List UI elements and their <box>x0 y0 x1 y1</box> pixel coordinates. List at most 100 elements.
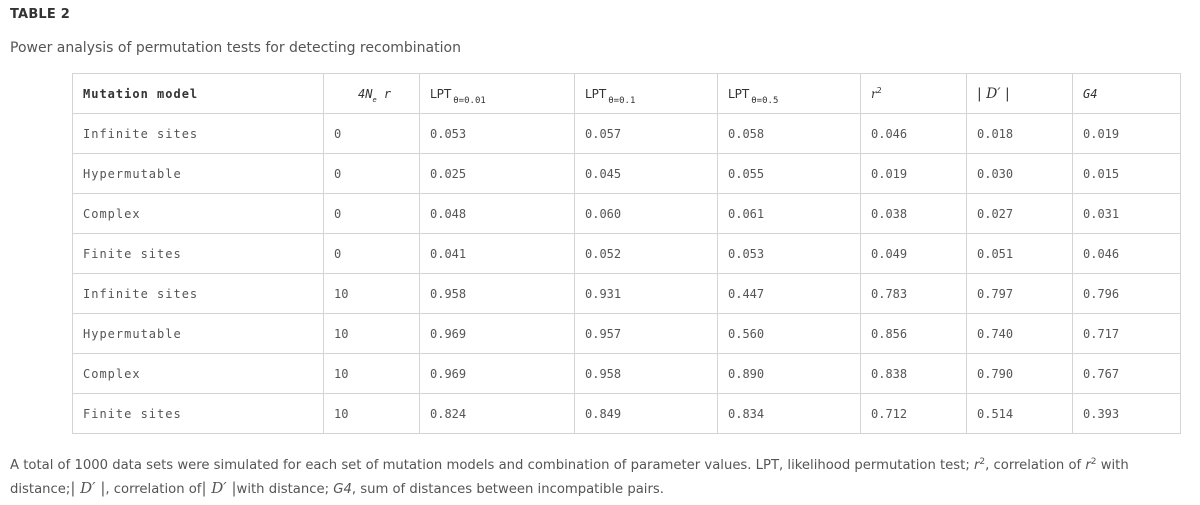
cell-d-prime: 0.030 <box>966 153 1073 194</box>
cell-lpt-001: 0.969 <box>419 313 575 354</box>
footnote-part-2: , correlation of <box>985 458 1086 473</box>
cell-4ner: 0 <box>323 193 420 234</box>
cell-g4: 0.717 <box>1072 313 1181 354</box>
cell-r-squared: 0.783 <box>860 273 967 314</box>
table-row: Hypermutable 0 0.025 0.045 0.055 0.019 0.030 0.… <box>72 153 1181 194</box>
cell-lpt-05: 0.560 <box>717 313 861 354</box>
cell-4ner: 0 <box>323 233 420 274</box>
cell-r-squared: 0.838 <box>860 353 967 394</box>
cell-mutation-model: Infinite sites <box>72 273 324 314</box>
footnote-sq-2: 2 <box>1090 457 1097 467</box>
table-caption: Power analysis of permutation tests for … <box>10 40 461 56</box>
cell-mutation-model: Finite sites <box>72 233 324 274</box>
cell-r-squared: 0.049 <box>860 233 967 274</box>
header-lpt-01-label: LPT <box>585 86 607 101</box>
cell-r-squared: 0.856 <box>860 313 967 354</box>
cell-g4: 0.019 <box>1072 113 1181 154</box>
cell-g4: 0.767 <box>1072 353 1181 394</box>
header-r-exponent: 2 <box>876 85 882 95</box>
table-row: Infinite sites 10 0.958 0.931 0.447 0.783 0.79… <box>72 273 1181 314</box>
header-g4: G4 <box>1072 73 1181 114</box>
footnote-dprime-2: | D′ | <box>201 479 237 497</box>
cell-mutation-model: Infinite sites <box>72 113 324 154</box>
cell-d-prime: 0.018 <box>966 113 1073 154</box>
footnote-part-5: with distance; <box>236 482 334 497</box>
cell-lpt-001: 0.053 <box>419 113 575 154</box>
header-lpt-05: LPT θ=0.5 <box>717 73 861 114</box>
cell-d-prime: 0.797 <box>966 273 1073 314</box>
cell-lpt-05: 0.447 <box>717 273 861 314</box>
cell-lpt-05: 0.053 <box>717 233 861 274</box>
footnote-part-3: with distance; <box>10 458 1129 497</box>
footnote-dprime-1: | D′ | <box>70 479 106 497</box>
cell-d-prime: 0.051 <box>966 233 1073 274</box>
header-r-base: r <box>871 86 877 101</box>
cell-r-squared: 0.046 <box>860 113 967 154</box>
cell-4ner: 0 <box>323 113 420 154</box>
header-lpt-001-label: LPT <box>430 86 452 101</box>
header-d-prime-label: | D′ | <box>977 85 1010 102</box>
cell-lpt-01: 0.957 <box>574 313 718 354</box>
cell-lpt-001: 0.969 <box>419 353 575 394</box>
cell-mutation-model: Hypermutable <box>72 313 324 354</box>
cell-mutation-model: Finite sites <box>72 393 324 434</box>
cell-lpt-01: 0.931 <box>574 273 718 314</box>
cell-r-squared: 0.019 <box>860 153 967 194</box>
cell-4ner: 10 <box>323 313 420 354</box>
cell-g4: 0.796 <box>1072 273 1181 314</box>
cell-d-prime: 0.790 <box>966 353 1073 394</box>
table-row: Complex 0 0.048 0.060 0.061 0.038 0.027 0.031 <box>72 193 1181 234</box>
cell-d-prime: 0.027 <box>966 193 1073 234</box>
header-lpt-05-label: LPT <box>728 86 750 101</box>
table-row: Infinite sites 0 0.053 0.057 0.058 0.046 0.018… <box>72 113 1181 154</box>
header-4ner-subscript: e <box>372 95 377 104</box>
cell-g4: 0.015 <box>1072 153 1181 194</box>
table-row: Finite sites 0 0.041 0.052 0.053 0.049 0.051 0.… <box>72 233 1181 274</box>
table-footnote: A total of 1000 data sets were simulated… <box>10 455 1195 500</box>
cell-4ner: 0 <box>323 153 420 194</box>
cell-g4: 0.031 <box>1072 193 1181 234</box>
cell-lpt-01: 0.958 <box>574 353 718 394</box>
table-body: Infinite sites 0 0.053 0.057 0.058 0.046 0.018… <box>72 113 1181 434</box>
results-table: Mutation model 4Ne r LPT θ=0.01 LPT θ=0.1 … <box>72 73 1181 434</box>
cell-4ner: 10 <box>323 273 420 314</box>
header-4ner-prefix: 4N <box>358 86 373 101</box>
header-lpt-05-subscript: θ=0.5 <box>751 95 779 106</box>
cell-lpt-05: 0.890 <box>717 353 861 394</box>
header-row: Mutation model 4Ne r LPT θ=0.01 LPT θ=0.1 … <box>72 73 1181 114</box>
footnote-part-6: , sum of distances between incompatible … <box>351 482 664 497</box>
cell-lpt-001: 0.041 <box>419 233 575 274</box>
cell-lpt-05: 0.061 <box>717 193 861 234</box>
footnote-sq-1: 2 <box>979 457 986 467</box>
footnote-g4: G4 <box>333 482 352 497</box>
header-lpt-001: LPT θ=0.01 <box>419 73 575 114</box>
cell-g4: 0.046 <box>1072 233 1181 274</box>
cell-lpt-01: 0.849 <box>574 393 718 434</box>
cell-mutation-model: Hypermutable <box>72 153 324 194</box>
header-lpt-01-subscript: θ=0.1 <box>608 95 636 106</box>
cell-d-prime: 0.740 <box>966 313 1073 354</box>
cell-lpt-001: 0.048 <box>419 193 575 234</box>
cell-mutation-model: Complex <box>72 193 324 234</box>
footnote-part-4: , correlation of <box>105 482 202 497</box>
header-mutation-model: Mutation model <box>72 73 324 114</box>
cell-lpt-001: 0.025 <box>419 153 575 194</box>
cell-lpt-05: 0.834 <box>717 393 861 434</box>
cell-g4: 0.393 <box>1072 393 1181 434</box>
cell-lpt-01: 0.052 <box>574 233 718 274</box>
footnote-r-1: r <box>973 458 980 473</box>
cell-mutation-model: Complex <box>72 353 324 394</box>
footnote-r-2: r <box>1085 458 1091 473</box>
table-label: TABLE 2 <box>10 7 70 22</box>
cell-lpt-001: 0.824 <box>419 393 575 434</box>
header-d-prime: | D′ | <box>966 73 1073 114</box>
header-4ner: 4Ne r <box>323 73 420 114</box>
cell-r-squared: 0.712 <box>860 393 967 434</box>
cell-lpt-01: 0.057 <box>574 113 718 154</box>
cell-lpt-05: 0.058 <box>717 113 861 154</box>
cell-lpt-01: 0.045 <box>574 153 718 194</box>
cell-lpt-01: 0.060 <box>574 193 718 234</box>
cell-4ner: 10 <box>323 353 420 394</box>
header-4ner-suffix: r <box>383 86 392 101</box>
